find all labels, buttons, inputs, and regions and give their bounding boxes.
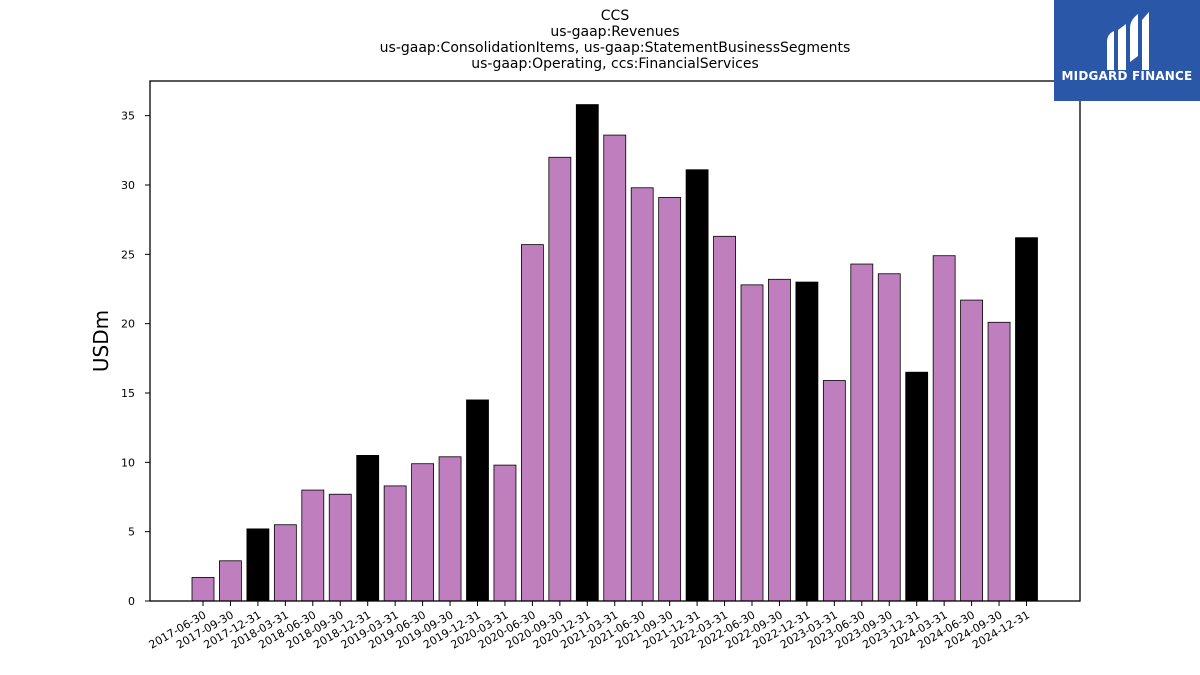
bars-group: [191, 104, 1038, 602]
bar-2022-06-30: [740, 284, 764, 602]
bar-2020-03-31: [493, 464, 517, 602]
bar-2018-03-31: [273, 524, 297, 602]
y-axis-label: USDm: [89, 310, 113, 372]
y-tick-label: 25: [121, 248, 135, 261]
bar-2024-03-31: [932, 255, 956, 602]
bar-2020-12-31: [575, 104, 599, 602]
bar-2019-09-30: [438, 456, 462, 602]
bar-2019-12-31: [466, 399, 489, 602]
bar-2021-03-31: [603, 134, 627, 602]
bar-2024-06-30: [960, 299, 983, 602]
bar-2022-03-31: [713, 235, 736, 602]
brand-logo: MIDGARD FINANCE: [1054, 0, 1200, 101]
bar-2023-06-30: [850, 263, 874, 602]
bar-2018-12-31: [356, 454, 380, 602]
y-tick-label: 15: [121, 387, 135, 400]
bar-2017-06-30: [191, 577, 215, 602]
bar-2018-06-30: [301, 489, 325, 602]
bar-2020-09-30: [548, 156, 572, 602]
plot-frame: [149, 80, 1081, 602]
bar-2024-12-31: [1015, 237, 1038, 602]
brand-name: MIDGARD FINANCE: [1061, 69, 1193, 83]
bar-2017-12-31: [246, 528, 270, 602]
y-tick-label: 5: [128, 526, 135, 539]
bar-2019-03-31: [383, 485, 407, 602]
bar-2023-03-31: [822, 380, 846, 602]
y-tick-label: 35: [121, 110, 135, 123]
chart-title-line: us-gaap:Operating, ccs:FinancialServices: [471, 56, 759, 72]
y-tick-label: 30: [121, 179, 135, 192]
bar-2018-09-30: [328, 493, 352, 602]
bar-2023-12-31: [905, 371, 929, 602]
bar-2022-09-30: [768, 278, 791, 602]
bar-2020-06-30: [521, 244, 544, 602]
midgard-m-icon: [1107, 12, 1149, 70]
chart-title: CCSus-gaap:Revenuesus-gaap:Consolidation…: [380, 8, 851, 72]
bar-2024-09-30: [987, 321, 1011, 602]
chart-title-line: CCS: [601, 8, 630, 24]
y-tick-label: 10: [121, 456, 135, 469]
y-axis-ticks: 0 5 10 15 20 25 30 35: [121, 110, 150, 608]
chart-title-line: us-gaap:ConsolidationItems, us-gaap:Stat…: [380, 40, 851, 56]
chart-title-line: us-gaap:Revenues: [550, 24, 679, 40]
bar-2021-12-31: [685, 169, 709, 602]
y-tick-label: 0: [128, 595, 135, 608]
y-tick-label: 20: [121, 318, 135, 331]
bar-2019-06-30: [411, 463, 435, 602]
bar-2022-12-31: [795, 281, 819, 602]
bar-2017-09-30: [219, 560, 242, 602]
x-axis-ticks: 2017-06-302017-09-302017-12-312018-03-31…: [147, 601, 1032, 652]
bar-2023-09-30: [877, 273, 901, 602]
bar-2021-06-30: [630, 187, 654, 602]
bar-2021-09-30: [658, 197, 682, 602]
